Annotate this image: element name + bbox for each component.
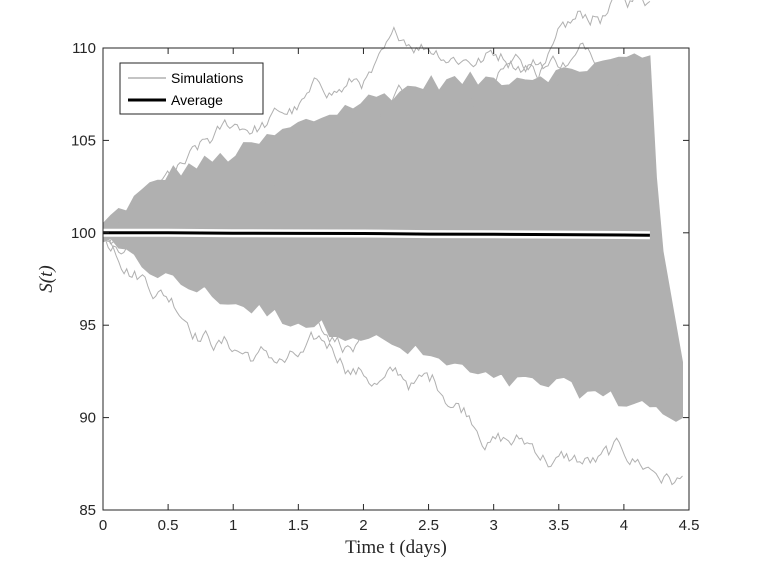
legend-simulations-label: Simulations (171, 70, 243, 86)
y-axis-label: S(t) (36, 265, 57, 292)
y-tick-label: 105 (71, 132, 96, 149)
y-tick-label: 110 (72, 40, 96, 57)
simulation-path-low-2 (102, 232, 677, 379)
y-tick-label: 85 (79, 502, 96, 519)
legend-average-label: Average (171, 92, 223, 108)
y-tick-label: 100 (71, 225, 96, 242)
y-tick-label: 90 (79, 410, 96, 427)
x-tick-label: 4.5 (679, 517, 700, 534)
y-tick-label: 95 (79, 317, 96, 334)
x-tick-label: 2 (359, 517, 367, 534)
y-axis: 85 90 95 100 105 110 (71, 40, 689, 519)
simulation-path-high-2 (102, 26, 651, 243)
average-line-path (103, 231, 650, 237)
x-tick-label: 1 (229, 517, 237, 534)
average-line (103, 228, 650, 240)
plot-frame (102, 47, 690, 511)
x-tick-label: 3 (489, 517, 497, 534)
simulation-path-high (102, 0, 651, 247)
x-axis: 0 0.5 1 1.5 2 2.5 3 3.5 4 4.5 (99, 48, 700, 534)
x-tick-label: 3.5 (548, 517, 569, 534)
x-tick-label: 1.5 (288, 517, 309, 534)
x-tick-label: 4 (620, 517, 628, 534)
x-tick-label: 2.5 (418, 517, 439, 534)
x-axis-label: Time t (days) (345, 537, 447, 558)
legend: Simulations Average (119, 62, 264, 115)
legend-box (119, 62, 264, 115)
x-tick-label: 0.5 (158, 517, 179, 534)
x-tick-label: 0 (99, 517, 107, 534)
simulation-path-low (102, 230, 683, 486)
